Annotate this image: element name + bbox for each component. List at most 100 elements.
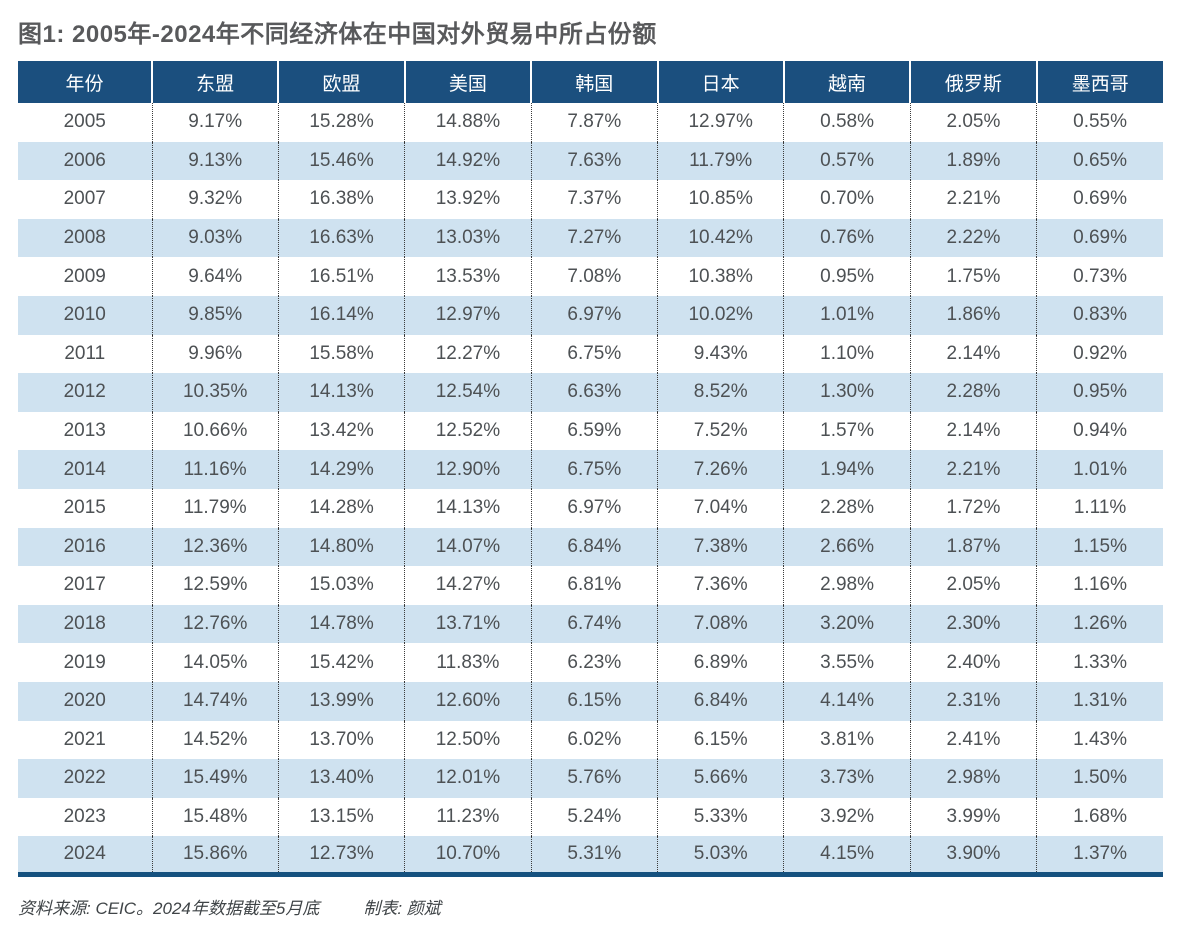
table-row: 2014 11.16% 14.29% 12.90% 6.75% 7.26% 1.94% 2.2… (18, 450, 1163, 489)
year-cell: 2013 (18, 411, 152, 451)
value-cell: 5.33% (656, 797, 784, 837)
value-cell: 6.81% (530, 566, 658, 605)
value-cell: 0.58% (783, 103, 911, 142)
year-cell: 2021 (18, 720, 152, 760)
table-header: 年份 东盟 欧盟 美国 韩国 日本 越南 俄罗斯 墨西哥 (18, 61, 1163, 103)
value-cell: 10.02% (656, 295, 784, 335)
value-cell: 2.40% (909, 643, 1037, 682)
value-cell: 7.08% (530, 257, 658, 296)
table-row: 2010 9.85% 16.14% 12.97% 6.97% 10.02% 1.01% 1.8… (18, 295, 1163, 335)
value-cell: 14.27% (404, 566, 532, 605)
table-row: 2016 12.36% 14.80% 14.07% 6.84% 7.38% 2.66% 1.8… (18, 527, 1163, 567)
value-cell: 14.80% (277, 527, 405, 567)
value-cell: 1.43% (1036, 720, 1163, 760)
year-cell: 2017 (18, 566, 152, 605)
table-row: 2020 14.74% 13.99% 12.60% 6.15% 6.84% 4.14% 2.3… (18, 681, 1163, 721)
value-cell: 3.92% (783, 797, 911, 837)
value-cell: 15.46% (277, 141, 405, 181)
value-cell: 9.43% (656, 334, 784, 374)
value-cell: 12.73% (277, 836, 405, 875)
table-row: 2008 9.03% 16.63% 13.03% 7.27% 10.42% 0.76% 2.2… (18, 218, 1163, 258)
table-row: 2022 15.49% 13.40% 12.01% 5.76% 5.66% 3.73% 2.9… (18, 759, 1163, 798)
value-cell: 13.03% (404, 218, 532, 258)
value-cell: 5.76% (530, 759, 658, 798)
value-cell: 6.15% (656, 720, 784, 760)
value-cell: 0.73% (1036, 257, 1163, 296)
year-cell: 2016 (18, 527, 152, 567)
value-cell: 12.01% (404, 759, 532, 798)
value-cell: 8.52% (656, 373, 784, 412)
value-cell: 3.20% (783, 604, 911, 644)
value-cell: 2.28% (909, 373, 1037, 412)
value-cell: 4.14% (783, 681, 911, 721)
value-cell: 6.84% (656, 681, 784, 721)
value-cell: 7.38% (656, 527, 784, 567)
year-cell: 2014 (18, 450, 152, 489)
value-cell: 12.59% (151, 566, 279, 605)
value-cell: 5.66% (656, 759, 784, 798)
value-cell: 6.75% (530, 450, 658, 489)
value-cell: 2.22% (909, 218, 1037, 258)
value-cell: 6.97% (530, 488, 658, 528)
value-cell: 7.63% (530, 141, 658, 181)
figure-title: 图1: 2005年-2024年不同经济体在中国对外贸易中所占份额 (18, 21, 657, 48)
column-header-1: 东盟 (150, 61, 279, 103)
value-cell: 2.41% (909, 720, 1037, 760)
year-cell: 2018 (18, 604, 152, 644)
value-cell: 0.95% (1036, 373, 1163, 412)
table-row: 2006 9.13% 15.46% 14.92% 7.63% 11.79% 0.57% 1.8… (18, 141, 1163, 181)
value-cell: 4.15% (783, 836, 911, 875)
value-cell: 15.49% (151, 759, 279, 798)
value-cell: 0.83% (1036, 295, 1163, 335)
value-cell: 12.52% (404, 411, 532, 451)
value-cell: 10.42% (656, 218, 784, 258)
value-cell: 13.92% (404, 180, 532, 219)
value-cell: 7.04% (656, 488, 784, 528)
column-header-2: 欧盟 (277, 61, 405, 103)
year-cell: 2010 (18, 295, 152, 335)
value-cell: 14.52% (151, 720, 279, 760)
value-cell: 7.08% (656, 604, 784, 644)
value-cell: 7.52% (656, 411, 784, 451)
table-body: 2005 9.17% 15.28% 14.88% 7.87% 12.97% 0.58% 2.0… (18, 103, 1163, 875)
value-cell: 6.23% (530, 643, 658, 682)
value-cell: 2.14% (909, 334, 1037, 374)
value-cell: 12.60% (404, 681, 532, 721)
value-cell: 16.63% (277, 218, 405, 258)
value-cell: 2.30% (909, 604, 1037, 644)
value-cell: 1.33% (1036, 643, 1163, 682)
table-row: 2012 10.35% 14.13% 12.54% 6.63% 8.52% 1.30% 2.2… (18, 373, 1163, 412)
value-cell: 1.89% (909, 141, 1037, 181)
value-cell: 7.36% (656, 566, 784, 605)
value-cell: 1.57% (783, 411, 911, 451)
value-cell: 14.28% (277, 488, 405, 528)
value-cell: 2.28% (783, 488, 911, 528)
value-cell: 6.63% (530, 373, 658, 412)
value-cell: 11.79% (656, 141, 784, 181)
value-cell: 9.03% (151, 218, 279, 258)
value-cell: 6.75% (530, 334, 658, 374)
value-cell: 15.28% (277, 103, 405, 142)
value-cell: 5.31% (530, 836, 658, 875)
value-cell: 11.23% (404, 797, 532, 837)
column-header-8: 墨西哥 (1035, 61, 1163, 103)
column-header-6: 越南 (782, 61, 911, 103)
value-cell: 6.15% (530, 681, 658, 721)
value-cell: 0.69% (1036, 180, 1163, 219)
value-cell: 9.64% (151, 257, 279, 296)
value-cell: 1.01% (1036, 450, 1163, 489)
value-cell: 0.69% (1036, 218, 1163, 258)
value-cell: 12.50% (404, 720, 532, 760)
year-cell: 2024 (18, 836, 152, 875)
value-cell: 9.85% (151, 295, 279, 335)
table-row: 2007 9.32% 16.38% 13.92% 7.37% 10.85% 0.70% 2.2… (18, 180, 1163, 219)
value-cell: 0.57% (783, 141, 911, 181)
year-cell: 2005 (18, 103, 152, 142)
value-cell: 2.05% (909, 566, 1037, 605)
table-row: 2009 9.64% 16.51% 13.53% 7.08% 10.38% 0.95% 1.7… (18, 257, 1163, 296)
value-cell: 11.83% (404, 643, 532, 682)
year-cell: 2008 (18, 218, 152, 258)
year-cell: 2022 (18, 759, 152, 798)
value-cell: 13.53% (404, 257, 532, 296)
table-row: 2024 15.86% 12.73% 10.70% 5.31% 5.03% 4.15% 3.9… (18, 836, 1163, 875)
